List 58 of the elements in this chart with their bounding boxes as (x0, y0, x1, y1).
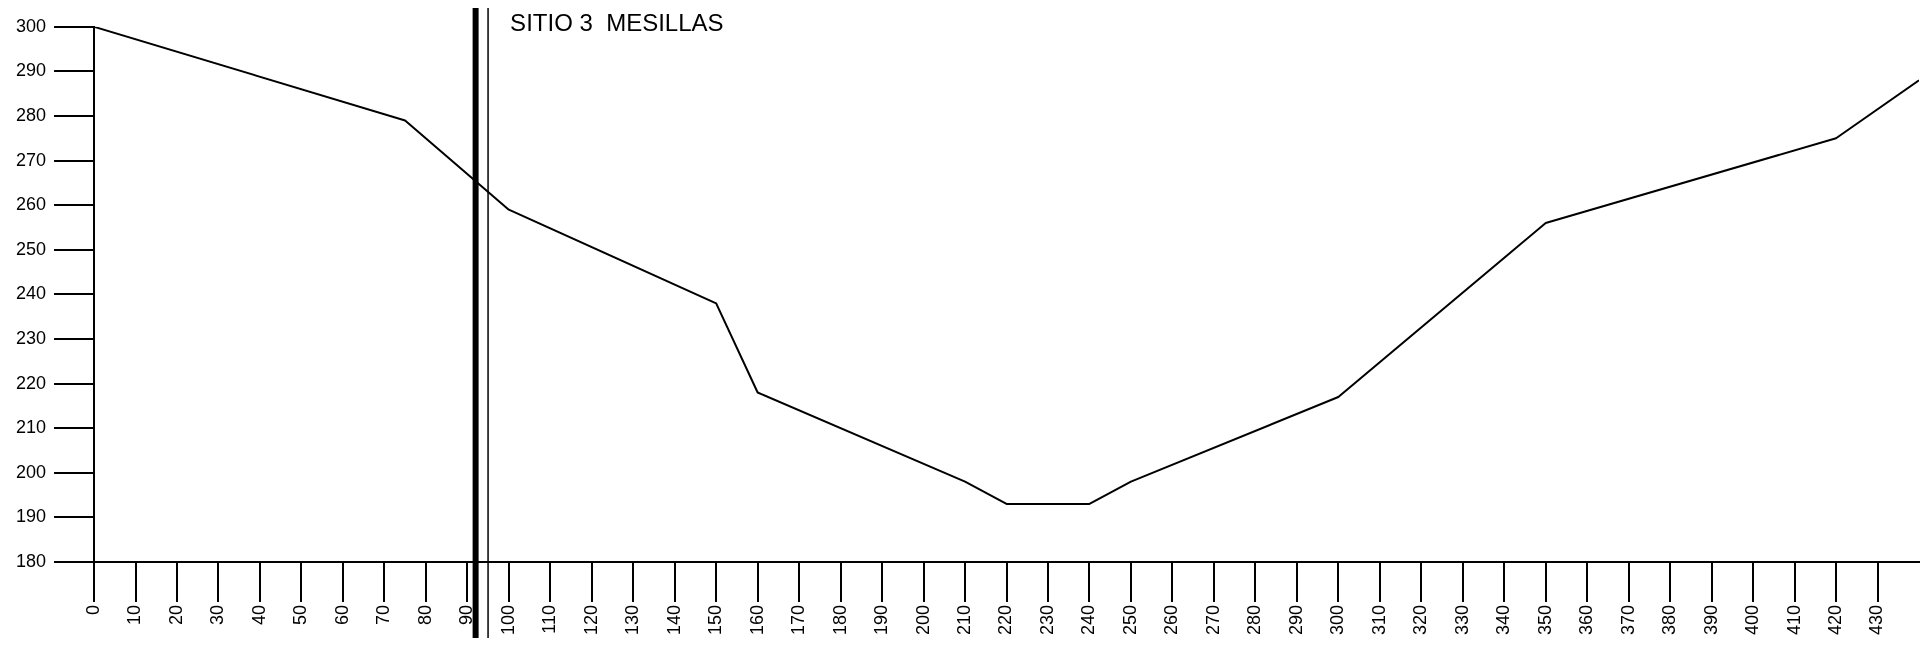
x-tick-label: 70 (373, 604, 394, 625)
y-tick-label: 200 (15, 461, 47, 482)
x-tick-label: 200 (912, 604, 933, 636)
x-tick-label: 50 (290, 604, 311, 625)
x-tick-label: 300 (1327, 604, 1348, 636)
x-tick-label: 290 (1285, 604, 1306, 636)
x-tick-label: 250 (1119, 604, 1140, 636)
x-tick-label: 140 (663, 604, 684, 636)
x-tick-label: 390 (1700, 604, 1721, 636)
x-tick-label: 420 (1825, 604, 1846, 636)
x-tick-label: 130 (622, 604, 643, 636)
y-tick-label: 290 (15, 60, 47, 81)
x-tick-label: 220 (995, 604, 1016, 636)
x-tick-label: 190 (871, 604, 892, 636)
x-tick-label: 60 (331, 604, 352, 625)
y-tick-label: 240 (15, 283, 47, 304)
y-tick-label: 230 (15, 327, 47, 348)
y-tick-label: 280 (15, 104, 47, 125)
x-tick-label: 150 (705, 604, 726, 636)
x-tick-label: 320 (1410, 604, 1431, 636)
x-tick-label: 0 (83, 604, 103, 615)
y-tick-label: 250 (15, 238, 47, 259)
y-tick-label: 260 (15, 194, 47, 215)
y-tick-label: 300 (15, 15, 47, 36)
x-tick-label: 280 (1244, 604, 1265, 636)
x-tick-label: 180 (829, 604, 850, 636)
x-tick-label: 310 (1368, 604, 1389, 636)
y-tick-label: 270 (15, 149, 47, 170)
x-tick-label: 90 (456, 604, 477, 625)
x-tick-label: 80 (414, 604, 435, 625)
x-tick-label: 380 (1659, 604, 1680, 636)
y-tick-label: 190 (15, 506, 47, 527)
x-tick-label: 40 (248, 604, 269, 625)
x-tick-label: 160 (746, 604, 767, 636)
x-tick-label: 170 (788, 604, 809, 636)
x-tick-label: 210 (954, 604, 975, 636)
x-tick-label: 330 (1451, 604, 1472, 636)
x-tick-label: 270 (1202, 604, 1223, 636)
x-tick-label: 430 (1866, 604, 1887, 636)
x-tick-label: 370 (1617, 604, 1638, 636)
x-tick-label: 120 (580, 604, 601, 636)
y-tick-label: 220 (15, 372, 47, 393)
x-tick-label: 240 (1078, 604, 1099, 636)
chart-title: SITIO 3 MESILLAS (510, 8, 724, 36)
x-tick-label: 350 (1534, 604, 1555, 636)
x-tick-label: 360 (1576, 604, 1597, 636)
x-tick-label: 230 (1036, 604, 1057, 636)
x-tick-label: 20 (165, 604, 186, 625)
x-tick-label: 100 (497, 604, 518, 636)
x-tick-label: 340 (1493, 604, 1514, 636)
y-tick-label: 210 (15, 417, 47, 438)
x-tick-label: 10 (124, 604, 145, 625)
x-tick-label: 260 (1161, 604, 1182, 636)
x-tick-label: 400 (1742, 604, 1763, 636)
x-tick-label: 110 (539, 604, 560, 634)
x-tick-label: 30 (207, 604, 228, 625)
y-tick-label: 180 (15, 550, 47, 571)
x-tick-label: 410 (1783, 604, 1804, 636)
